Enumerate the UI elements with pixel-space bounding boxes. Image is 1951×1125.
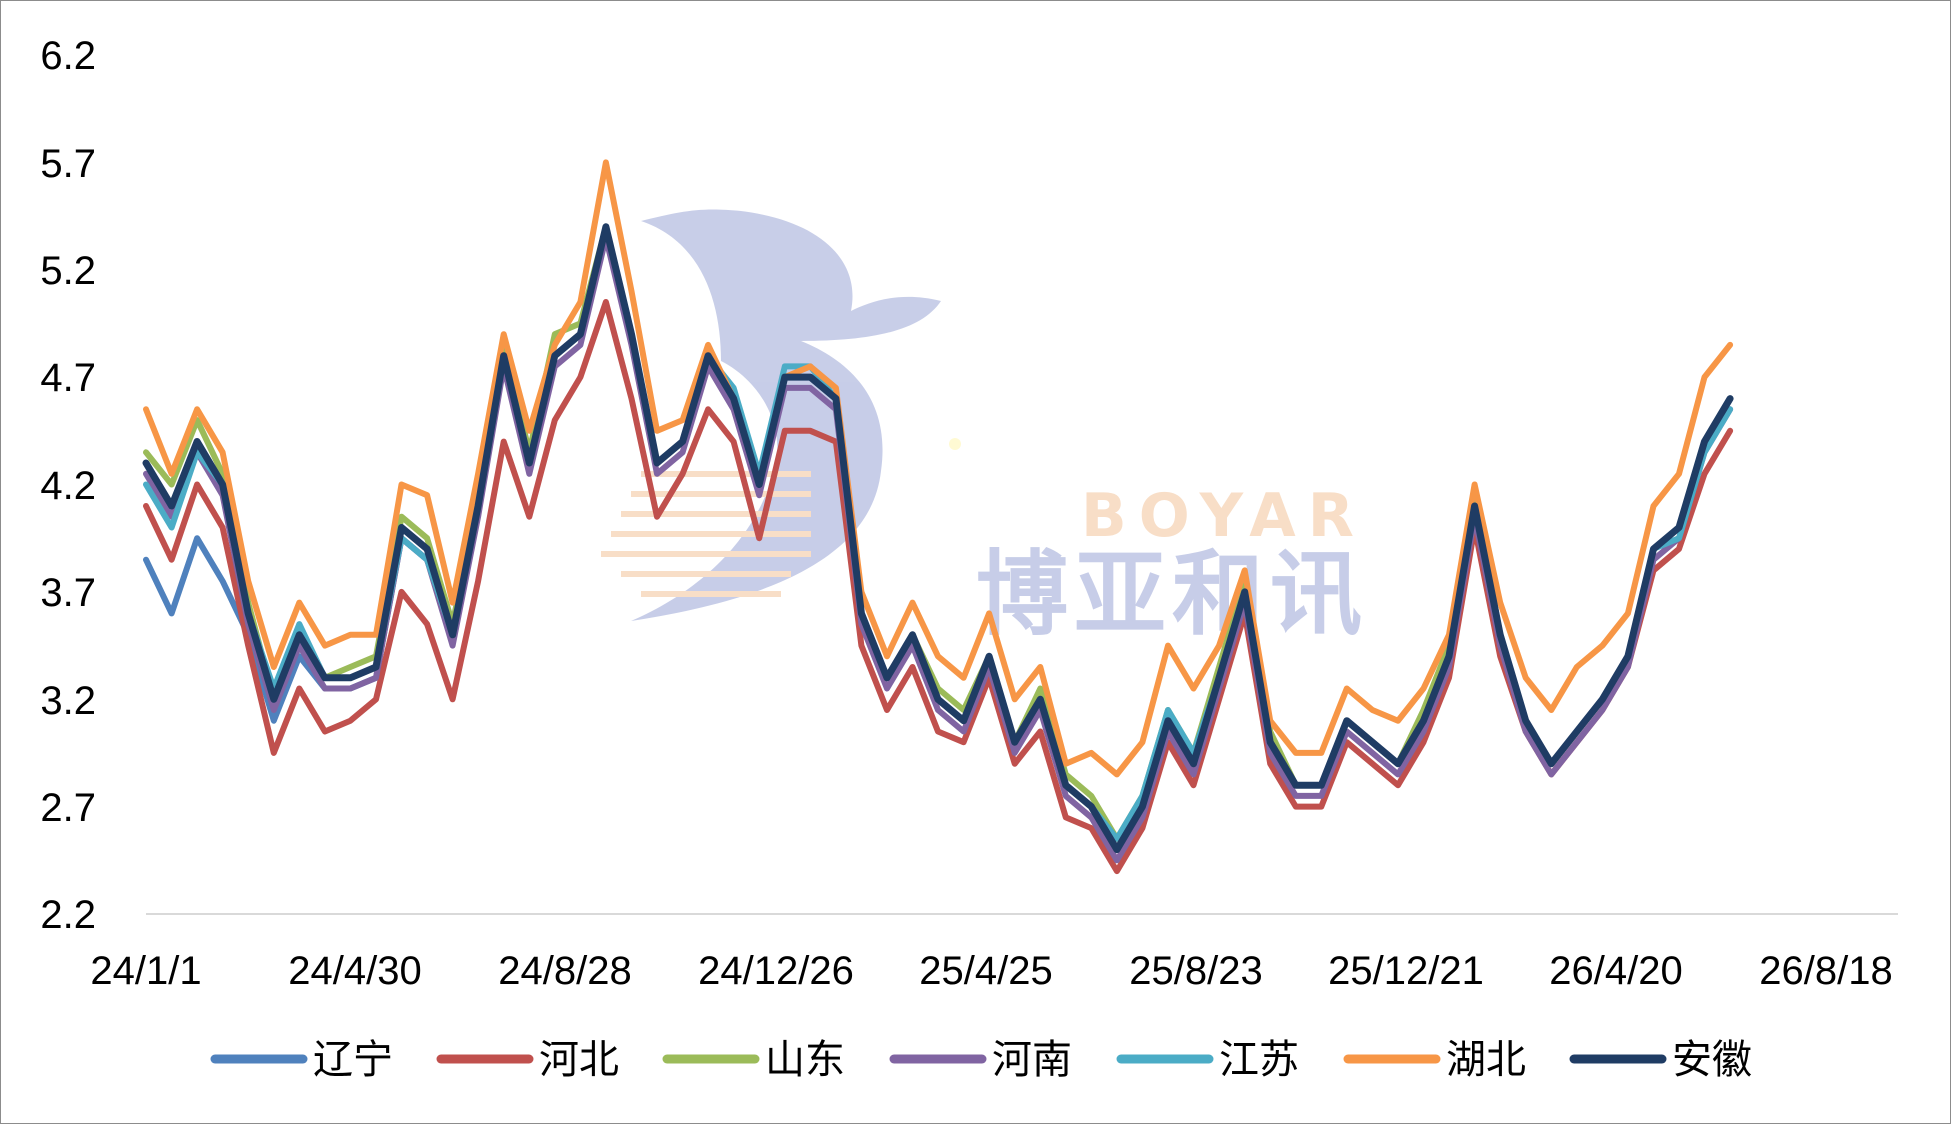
watermark-en: BOYAR xyxy=(1081,481,1366,551)
x-tick-label: 24/1/1 xyxy=(90,949,201,993)
y-tick-label: 5.2 xyxy=(40,249,96,293)
y-tick-label: 4.2 xyxy=(40,464,96,508)
x-tick-label: 26/8/18 xyxy=(1759,949,1892,993)
legend-label: 河北 xyxy=(539,1037,619,1083)
series-line-liaoning xyxy=(143,223,1734,853)
legend-label: 湖北 xyxy=(1446,1037,1526,1083)
x-tick-label: 25/12/21 xyxy=(1328,949,1484,993)
y-tick-label: 2.7 xyxy=(40,786,96,830)
series-layer xyxy=(142,159,1734,875)
x-tick-label: 25/8/23 xyxy=(1129,949,1262,993)
legend-item-hebei[interactable]: 河北 xyxy=(436,1037,619,1083)
watermark-zh: 博亚和讯 xyxy=(976,541,1368,648)
x-tick-label: 25/4/25 xyxy=(919,949,1052,993)
series-line-jiangsu xyxy=(143,223,1734,842)
x-axis: 24/1/1 24/4/30 24/8/28 24/12/26 25/4/25 … xyxy=(90,949,1892,993)
y-tick-label: 3.2 xyxy=(40,679,96,723)
x-tick-label: 26/4/20 xyxy=(1549,949,1682,993)
legend-item-shandong[interactable]: 山东 xyxy=(662,1037,845,1083)
legend-item-hubei[interactable]: 湖北 xyxy=(1343,1037,1526,1083)
series-line-anhui xyxy=(142,223,1734,854)
legend-item-jiangsu[interactable]: 江苏 xyxy=(1116,1037,1299,1083)
series-line-henan xyxy=(143,234,1734,864)
legend-label: 河南 xyxy=(992,1037,1072,1083)
legend: 辽宁 河北 山东 河南 江苏 湖北 xyxy=(210,1037,1752,1083)
y-axis: 6.2 5.7 5.2 4.7 4.2 3.7 3.2 2.7 2.2 xyxy=(40,34,96,937)
x-tick-label: 24/4/30 xyxy=(288,949,421,993)
y-tick-label: 2.2 xyxy=(40,893,96,937)
x-tick-label: 24/8/28 xyxy=(498,949,631,993)
boyar-watermark-logo: BOYAR 博亚和讯 xyxy=(601,209,1368,648)
legend-label: 辽宁 xyxy=(313,1037,393,1083)
y-tick-label: 3.7 xyxy=(40,571,96,615)
x-tick-label: 24/12/26 xyxy=(698,949,854,993)
series-line-shandong xyxy=(143,223,1734,842)
legend-label: 山东 xyxy=(765,1037,845,1083)
legend-item-anhui[interactable]: 安徽 xyxy=(1569,1037,1752,1083)
legend-item-liaoning[interactable]: 辽宁 xyxy=(210,1037,393,1083)
watermark-stripes xyxy=(601,471,811,597)
legend-label: 江苏 xyxy=(1219,1037,1299,1083)
y-tick-label: 5.7 xyxy=(40,142,96,186)
legend-label: 安徽 xyxy=(1672,1037,1752,1083)
series-line-hubei xyxy=(143,159,1734,778)
legend-item-henan[interactable]: 河南 xyxy=(889,1037,1072,1083)
y-tick-label: 6.2 xyxy=(40,34,96,78)
y-tick-label: 4.7 xyxy=(40,356,96,400)
